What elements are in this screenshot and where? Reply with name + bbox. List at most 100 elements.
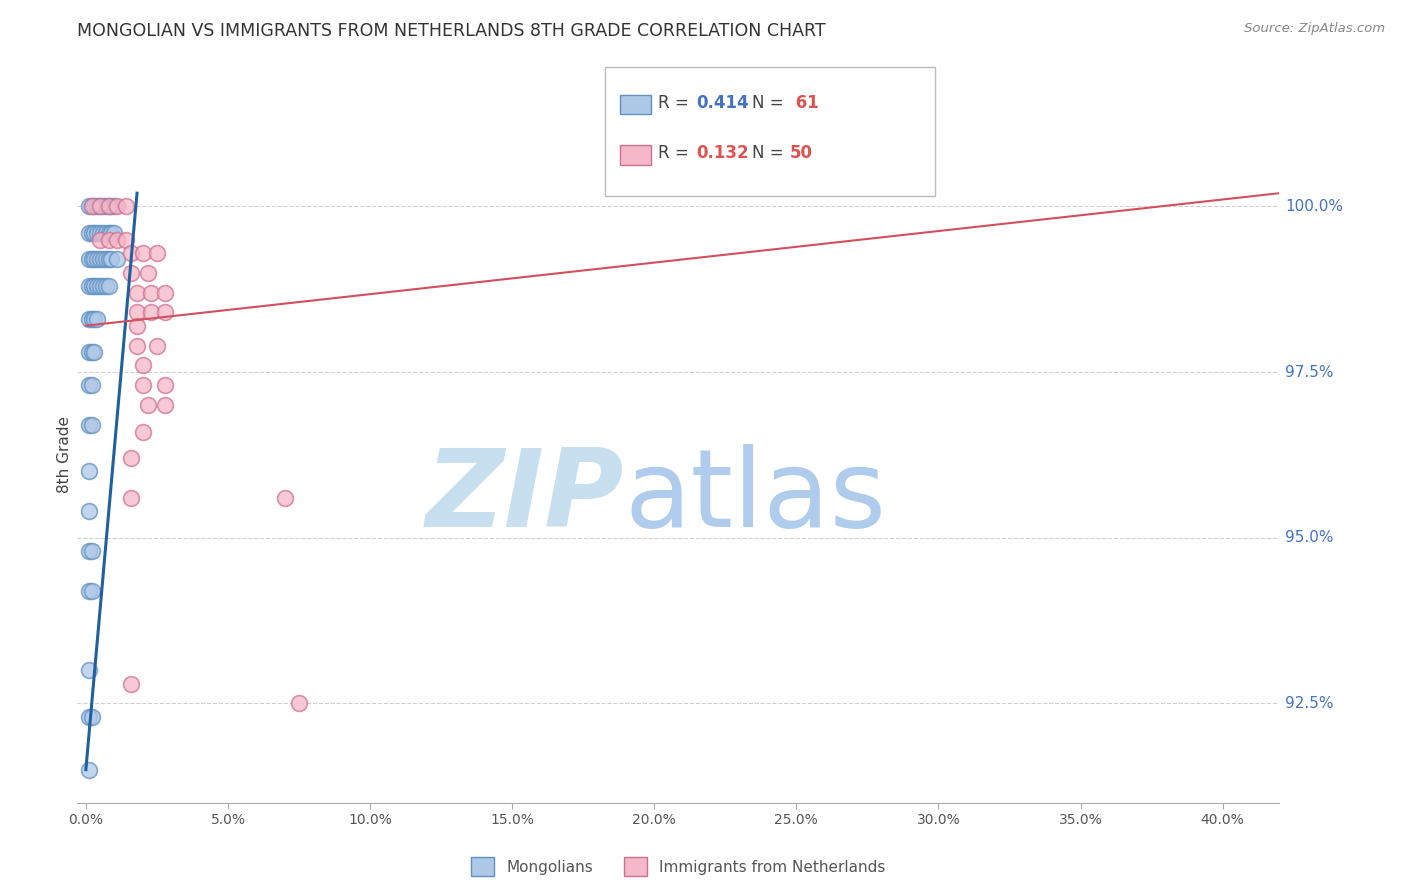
Point [89,199,111,213]
Point [94,252,117,267]
Point [120,451,142,466]
Point [114,233,136,247]
Point [83,252,105,267]
Point [86,199,108,213]
Point [120,491,142,505]
Point [89,199,111,213]
Point [120,676,142,690]
Point [83,345,105,359]
Text: MONGOLIAN VS IMMIGRANTS FROM NETHERLANDS 8TH GRADE CORRELATION CHART: MONGOLIAN VS IMMIGRANTS FROM NETHERLANDS… [77,22,825,40]
Point [125,318,148,333]
Point [141,305,163,319]
Text: N =: N = [752,145,789,162]
Point [77,763,100,777]
Text: 0.132: 0.132 [696,145,748,162]
Point [131,425,153,439]
Point [103,199,125,213]
Point [105,252,128,267]
Point [94,279,117,293]
Point [77,418,100,433]
Point [138,398,160,412]
Point [91,252,114,267]
Y-axis label: 8th Grade: 8th Grade [56,417,72,493]
Point [97,279,120,293]
Point [77,829,100,843]
Text: 61: 61 [790,95,818,112]
Point [83,226,105,240]
Text: 50: 50 [790,145,813,162]
Text: 92.5%: 92.5% [1285,696,1334,711]
Point [155,305,177,319]
Point [80,378,103,392]
Text: ZIP: ZIP [426,443,624,549]
Text: 97.5%: 97.5% [1285,365,1334,380]
Point [125,285,148,300]
Point [83,199,105,213]
Point [97,199,120,213]
Point [80,418,103,433]
Point [125,338,148,352]
Point [155,398,177,412]
Point [89,279,111,293]
Point [86,226,108,240]
Point [89,233,111,247]
Point [80,199,103,213]
Point [77,465,100,479]
Point [86,279,108,293]
Point [77,583,100,598]
Point [89,226,111,240]
Point [131,378,153,392]
Point [77,345,100,359]
Point [100,199,122,213]
Point [80,583,103,598]
Point [80,312,103,326]
Text: 95.0%: 95.0% [1285,530,1334,545]
Point [120,245,142,260]
Text: R =: R = [658,95,695,112]
Point [77,312,100,326]
Text: N =: N = [752,95,789,112]
Point [77,252,100,267]
Point [80,544,103,558]
Point [89,252,111,267]
Point [288,697,311,711]
Point [120,266,142,280]
Point [80,199,103,213]
Point [94,226,117,240]
Point [77,504,100,518]
Point [86,312,108,326]
Point [77,544,100,558]
Point [155,378,177,392]
Point [83,279,105,293]
Point [91,226,114,240]
Point [80,252,103,267]
Point [77,199,100,213]
Point [97,199,120,213]
Point [146,338,169,352]
Point [146,245,169,260]
Legend: Mongolians, Immigrants from Netherlands: Mongolians, Immigrants from Netherlands [465,851,891,882]
Point [274,491,297,505]
Point [131,359,153,373]
Point [80,279,103,293]
Point [94,199,117,213]
Point [77,279,100,293]
Point [91,279,114,293]
Point [141,285,163,300]
Point [105,199,128,213]
Point [100,252,122,267]
Point [105,233,128,247]
Point [83,312,105,326]
Point [80,226,103,240]
Text: R =: R = [658,145,695,162]
Point [100,226,122,240]
Point [77,663,100,677]
Text: Source: ZipAtlas.com: Source: ZipAtlas.com [1244,22,1385,36]
Point [131,245,153,260]
Point [80,709,103,723]
Point [80,345,103,359]
Point [86,252,108,267]
Point [77,709,100,723]
Point [125,305,148,319]
Point [103,226,125,240]
